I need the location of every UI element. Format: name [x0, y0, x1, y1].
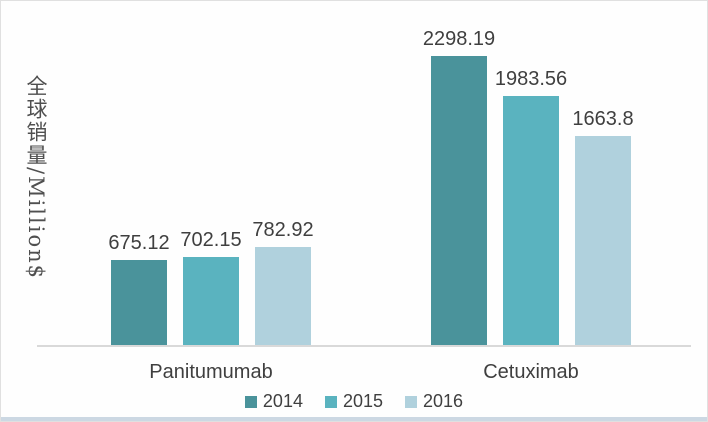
- bar-value-label-panitumumab-2015: 702.15: [180, 229, 242, 251]
- bar-cetuximab-2016: [575, 136, 631, 345]
- bar-value-label-cetuximab-2016: 1663.8: [572, 108, 634, 130]
- legend: 2014 2015 2016: [1, 391, 707, 412]
- bar-value-label-cetuximab-2014: 2298.19: [422, 28, 496, 50]
- legend-item-2015: 2015: [324, 391, 384, 412]
- legend-item-2014: 2014: [244, 391, 303, 412]
- bar-value-label-panitumumab-2014: 675.12: [108, 232, 170, 254]
- legend-label: 2015: [342, 391, 384, 411]
- bar-panitumumab-2015: [183, 257, 239, 345]
- bar-cetuximab-2014: [431, 56, 487, 345]
- x-axis-category-label-cetuximab: Cetuximab: [483, 361, 579, 383]
- legend-label: 2014: [262, 391, 303, 411]
- y-axis-title: 全球销量/Million$: [24, 75, 48, 280]
- bar-cetuximab-2015: [503, 96, 559, 345]
- bar-panitumumab-2016: [255, 247, 311, 345]
- legend-swatch-icon: [324, 395, 337, 408]
- legend-label: 2016: [423, 391, 464, 411]
- x-axis-category-label-panitumumab: Panitumumab: [149, 361, 273, 383]
- x-axis-line: [37, 345, 691, 347]
- bar-panitumumab-2014: [111, 260, 167, 345]
- legend-item-2016: 2016: [405, 391, 463, 412]
- bar-value-label-cetuximab-2015: 1983.56: [494, 68, 568, 90]
- legend-swatch-icon: [405, 395, 418, 408]
- legend-swatch-icon: [244, 395, 257, 408]
- bar-value-label-panitumumab-2016: 782.92: [252, 219, 314, 241]
- bottom-border: [1, 417, 707, 421]
